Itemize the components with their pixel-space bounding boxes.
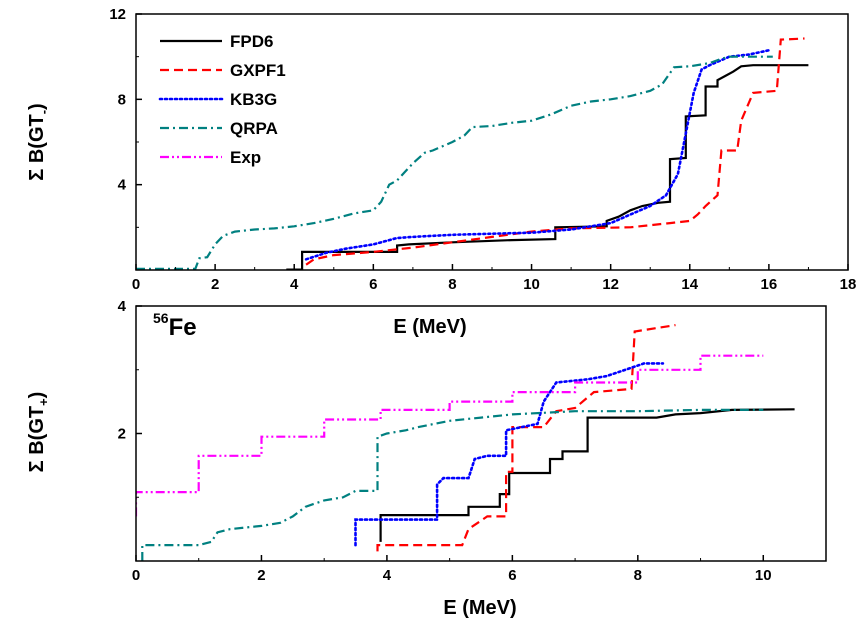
top-y-tick-label: 8 [118, 91, 126, 108]
bottom-plot-frame [135, 305, 827, 562]
top-x-tick-label: 0 [132, 276, 140, 293]
top-x-tick-label: 8 [448, 276, 456, 293]
bottom-y-axis-title-suffix: ) [26, 392, 48, 399]
top-y-axis-title-subscript: - [36, 110, 51, 114]
top-x-tick-label: 12 [602, 276, 619, 293]
bottom-series-qrpa [141, 408, 764, 561]
top-y-axis-title-suffix: ) [26, 103, 48, 110]
bottom-x-tick-label: 0 [132, 567, 140, 584]
bottom-y-tick-label: 2 [118, 426, 126, 443]
top-y-tick-label: 4 [118, 177, 127, 194]
top-series-gxpf1 [305, 37, 805, 266]
bottom-x-axis-title: E (MeV) [443, 597, 516, 619]
bottom-x-tick-label: 6 [508, 567, 516, 584]
top-x-tick-label: 2 [211, 276, 219, 293]
bottom-y-axis-title-prefix: Σ B(GT [26, 406, 48, 472]
top-x-tick-label: 4 [290, 276, 299, 293]
top-y-tick-label: 12 [109, 6, 126, 23]
top-series-group [136, 37, 809, 270]
bottom-x-tick-label: 2 [257, 567, 265, 584]
bottom-x-tick-label: 8 [634, 567, 642, 584]
bottom-y-axis-title: Σ B(GT+) [26, 392, 51, 473]
legend-label-exp: Exp [230, 148, 261, 167]
top-x-tick-label: 18 [840, 276, 857, 293]
top-x-tick-label: 16 [761, 276, 778, 293]
top-y-axis-title: Σ B(GT-) [26, 103, 51, 180]
bottom-y-axis-title-subscript: + [36, 398, 51, 406]
bottom-y-tick-label: 4 [118, 298, 127, 315]
top-axes: 0 2 4 6 8 10 12 14 16 18 4 8 12 [109, 6, 856, 293]
legend-label-kb3g: KB3G [230, 90, 277, 109]
bottom-series-fpd6 [379, 408, 795, 542]
legend-label-qrpa: QRPA [230, 119, 278, 138]
isotope-label: 56Fe [153, 310, 197, 341]
top-plot-frame [135, 13, 849, 271]
panel-bottom-gt-plus: 0 2 4 6 8 10 2 4 E (MeV) Σ B(GT+) 56Fe [26, 298, 827, 619]
bottom-x-tick-label: 10 [755, 567, 772, 584]
bottom-x-tick-label: 4 [383, 567, 392, 584]
top-series-qrpa [136, 55, 773, 270]
bottom-series-group [136, 324, 795, 561]
panel-top-gt-minus: 0 2 4 6 8 10 12 14 16 18 4 8 12 E (MeV) Σ B(GT-) FPD… [26, 6, 856, 338]
bottom-series-gxpf1 [376, 324, 676, 552]
top-x-tick-label: 10 [523, 276, 540, 293]
top-series-kb3g [304, 49, 771, 261]
legend: FPD6 GXPF1 KB3G QRPA Exp [158, 32, 286, 167]
top-y-axis-title-prefix: Σ B(GT [26, 114, 48, 180]
legend-label-gxpf1: GXPF1 [230, 61, 286, 80]
isotope-mass-number: 56 [153, 310, 169, 326]
top-series-fpd6 [286, 64, 809, 270]
isotope-symbol: Fe [169, 314, 197, 341]
legend-label-fpd6: FPD6 [230, 32, 273, 51]
top-x-tick-label: 6 [369, 276, 377, 293]
top-x-tick-label: 14 [681, 276, 698, 293]
bottom-series-kb3g [354, 362, 665, 547]
bottom-series-exp [136, 354, 764, 517]
top-x-axis-title: E (MeV) [393, 316, 466, 338]
bottom-axes: 0 2 4 6 8 10 2 4 [118, 298, 772, 584]
